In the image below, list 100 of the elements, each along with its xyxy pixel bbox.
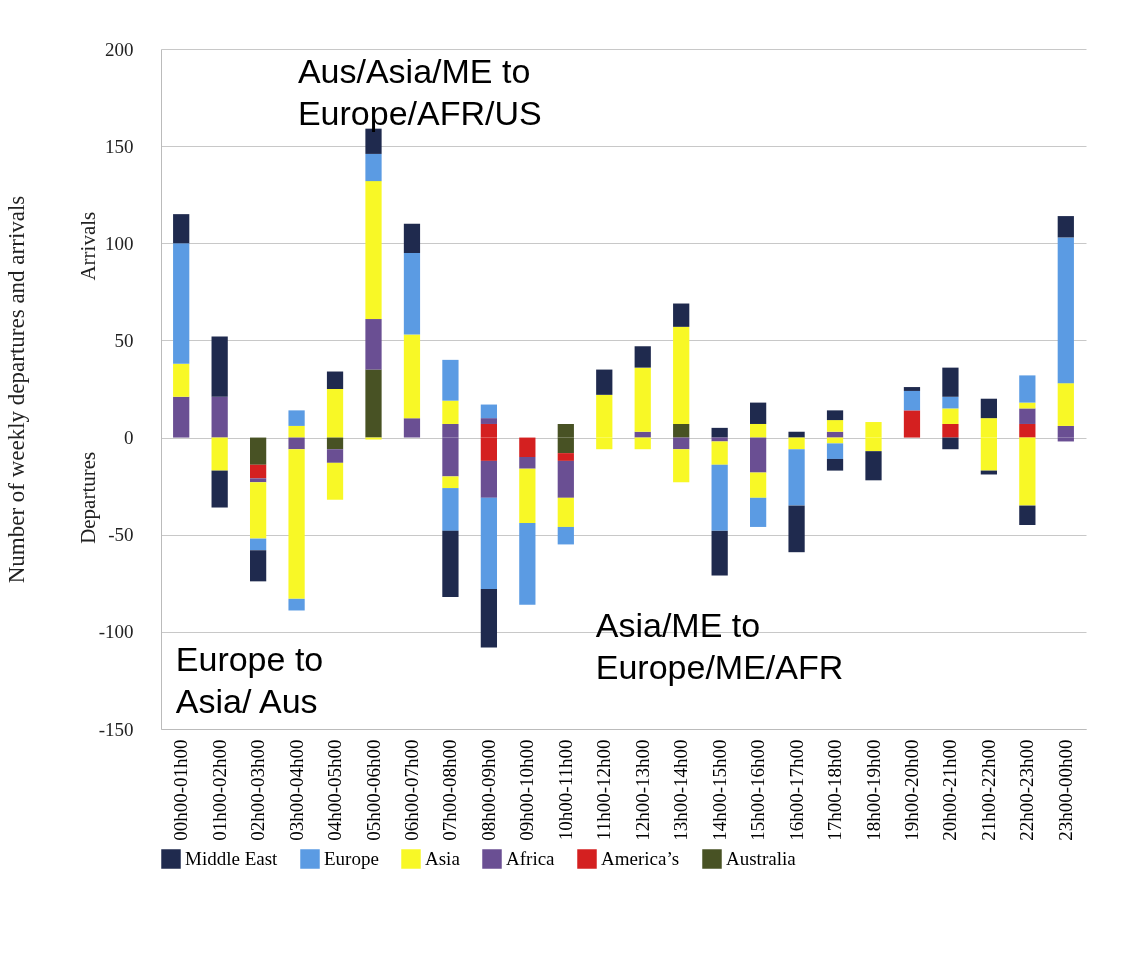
- bar: [403, 223, 421, 253]
- bar: [1019, 375, 1036, 403]
- bar: [1019, 437, 1036, 506]
- bar: [711, 441, 728, 465]
- x-tick-label: 17h00-18h00: [824, 739, 846, 841]
- bar: [173, 243, 190, 364]
- bar: [442, 488, 459, 531]
- bar: [288, 425, 305, 438]
- bar: [826, 443, 844, 459]
- bar: [749, 423, 767, 438]
- text: Arrivals: [76, 211, 100, 281]
- bar: [942, 437, 959, 450]
- x-tick-label: 09h00-10h00: [516, 739, 538, 841]
- bar: [480, 460, 498, 498]
- x-tick-label: 12h00-13h00: [631, 739, 653, 841]
- bar: [826, 420, 844, 432]
- bar: [288, 598, 305, 611]
- bar: [557, 526, 574, 545]
- bar: [673, 303, 690, 327]
- y-tick-label: -150: [98, 718, 134, 740]
- bar: [249, 437, 267, 465]
- bar: [749, 402, 767, 424]
- bar: [749, 497, 767, 527]
- bar: [1019, 505, 1036, 525]
- bar: [903, 387, 921, 391]
- y-tick-label: 100: [105, 232, 134, 254]
- bar: [1057, 237, 1074, 384]
- bar: [826, 458, 844, 471]
- legend-label: Asia: [425, 848, 461, 869]
- y-tick-label: -100: [98, 621, 134, 643]
- x-tick-label: 11h00-12h00: [593, 739, 615, 841]
- bar: [365, 181, 382, 320]
- bar: [942, 396, 959, 409]
- bar: [365, 369, 382, 438]
- bar: [634, 431, 651, 438]
- y-tick-label: 50: [114, 329, 134, 351]
- bar: [480, 404, 498, 419]
- bar: [326, 371, 344, 389]
- annotation: Asia/ME to Europe/ME/AFR: [595, 606, 844, 686]
- bar: [788, 437, 805, 450]
- bar: [788, 431, 805, 438]
- bar: [980, 398, 998, 419]
- bar: [1019, 423, 1036, 438]
- bar: [557, 460, 574, 498]
- bar: [403, 418, 421, 438]
- x-tick-label: 14h00-15h00: [708, 739, 730, 841]
- bar: [326, 449, 344, 463]
- bar: [288, 449, 305, 599]
- x-tick-label: 02h00-03h00: [247, 739, 269, 841]
- y-axis-title: Number of weekly departures and arrivals: [3, 195, 29, 584]
- bar: [211, 336, 228, 397]
- x-tick-label: 19h00-20h00: [900, 739, 922, 841]
- bar: [249, 482, 267, 539]
- bar: [519, 468, 536, 524]
- legend-label: Australia: [726, 848, 797, 869]
- bar: [519, 437, 536, 457]
- legend-label: America’s: [601, 848, 680, 869]
- x-tick-label: 16h00-17h00: [785, 739, 807, 841]
- bar: [634, 346, 651, 368]
- bar: [711, 464, 728, 531]
- bar: [173, 396, 190, 438]
- bar: [249, 550, 267, 582]
- bar: [326, 389, 344, 438]
- bar: [1057, 216, 1074, 238]
- x-tick-label: 01h00-02h00: [208, 739, 230, 841]
- x-tick-label: 22h00-23h00: [1016, 739, 1038, 841]
- x-tick-label: 15h00-16h00: [747, 739, 769, 841]
- x-tick-label: 13h00-14h00: [670, 739, 692, 841]
- text: Departures: [76, 451, 100, 544]
- x-tick-label: 06h00-07h00: [400, 739, 422, 841]
- bar: [442, 530, 459, 597]
- bar: [826, 431, 844, 438]
- bar: [249, 478, 267, 483]
- bar: [403, 253, 421, 335]
- bar: [557, 497, 574, 527]
- bar: [749, 472, 767, 498]
- bar: [326, 462, 344, 500]
- bar: [903, 410, 921, 438]
- bar: [1019, 408, 1036, 424]
- bar: [442, 400, 459, 424]
- bar: [711, 530, 728, 576]
- bar: [249, 538, 267, 551]
- bar: [288, 437, 305, 450]
- bar: [634, 367, 651, 432]
- x-tick-label: 20h00-21h00: [939, 739, 961, 841]
- y-tick-label: 0: [124, 427, 134, 449]
- bar: [326, 437, 344, 450]
- bar: [442, 476, 459, 489]
- bar: [942, 367, 959, 397]
- x-tick-label: 10h00-11h00: [554, 739, 576, 841]
- bar: [826, 410, 844, 421]
- bar: [365, 153, 382, 182]
- y-tick-label: 150: [105, 135, 134, 157]
- bar: [942, 408, 959, 424]
- bar: [788, 449, 805, 506]
- bar: [480, 497, 498, 590]
- bar: [519, 523, 536, 605]
- x-tick-label: 23h00-00h00: [1054, 739, 1076, 841]
- x-tick-label: 05h00-06h00: [362, 739, 384, 841]
- bar: [865, 451, 882, 481]
